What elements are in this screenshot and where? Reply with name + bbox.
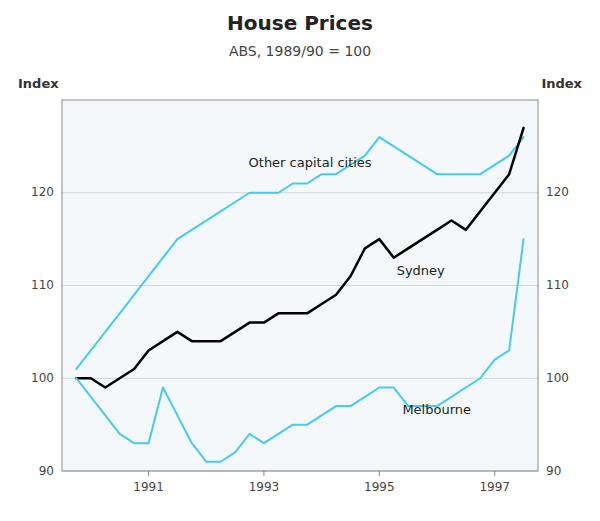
x-tick-label: 1997 bbox=[479, 480, 510, 494]
y-tick-label: 120 bbox=[31, 185, 54, 199]
x-tick bbox=[379, 471, 380, 476]
y-tick-label: 110 bbox=[31, 278, 54, 292]
x-tick bbox=[148, 471, 149, 476]
x-tick-label: 1995 bbox=[364, 480, 395, 494]
x-tick-label: 1993 bbox=[249, 480, 280, 494]
background bbox=[0, 0, 600, 521]
y-tick-label: 90 bbox=[39, 464, 54, 478]
y2-tick-label: 120 bbox=[546, 185, 569, 199]
annotation: Sydney bbox=[397, 263, 445, 278]
y-axis-label: Index bbox=[18, 76, 59, 91]
grid-line bbox=[62, 285, 538, 286]
plot-frame bbox=[62, 100, 538, 471]
y2-tick-label: 110 bbox=[546, 278, 569, 292]
x-tick-label: 1991 bbox=[133, 480, 164, 494]
x-tick bbox=[494, 471, 495, 476]
subtitle: ABS, 1989/90 = 100 bbox=[229, 43, 371, 59]
grid-line bbox=[62, 192, 538, 193]
y-tick-label: 100 bbox=[31, 371, 54, 385]
y2-tick-label: 90 bbox=[546, 464, 561, 478]
plot-area bbox=[62, 100, 538, 471]
y2-tick-label: 100 bbox=[546, 371, 569, 385]
grid-line bbox=[62, 378, 538, 379]
series-line bbox=[76, 128, 523, 388]
annotation: Melbourne bbox=[402, 402, 471, 417]
series-line bbox=[76, 239, 523, 462]
title: House Prices bbox=[227, 11, 373, 35]
series-group bbox=[76, 128, 523, 462]
y2-axis-label: Index bbox=[541, 76, 582, 91]
x-tick bbox=[263, 471, 264, 476]
series-line bbox=[76, 137, 523, 369]
annotation: Other capital cities bbox=[249, 155, 372, 170]
chart: House Prices ABS, 1989/90 = 100 Index Index… bbox=[0, 0, 600, 521]
